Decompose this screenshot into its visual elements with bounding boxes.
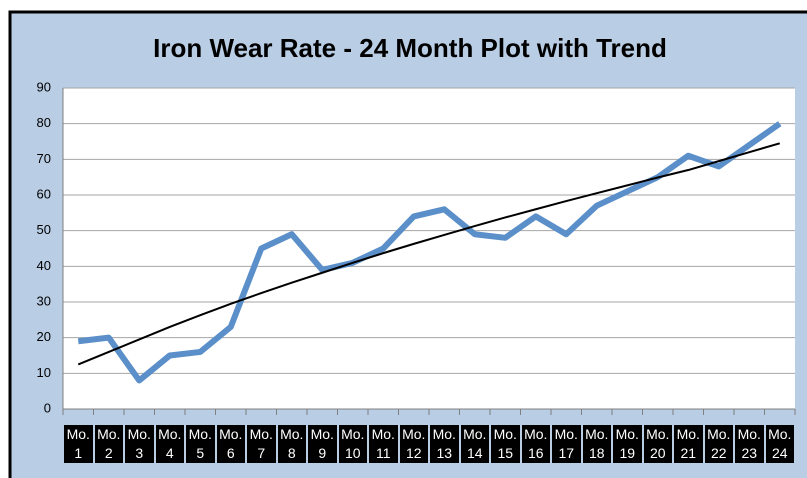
plot-area [63,88,795,409]
x-tick-label: Mo. 15 [491,425,520,463]
x-tick-label: Mo. 7 [247,425,276,463]
y-tick-label: 50 [37,222,51,237]
y-tick-label: 80 [37,115,51,130]
x-tick-label: Mo. 3 [125,425,154,463]
y-tick-label: 60 [37,186,51,201]
x-tick-label: Mo. 16 [521,425,550,463]
y-tick-label: 40 [37,258,51,273]
x-tick-label: Mo. 6 [216,425,245,463]
x-tick-label: Mo. 21 [674,425,703,463]
x-tick-label: Mo. 12 [399,425,428,463]
x-tick-label: Mo. 23 [735,425,764,463]
x-tick-label: Mo. 18 [582,425,611,463]
x-tick-label: Mo. 22 [704,425,733,463]
y-tick-label: 20 [37,329,51,344]
series-line [77,142,781,366]
y-tick-label: 70 [37,151,51,166]
x-tick-label: Mo. 5 [186,425,215,463]
x-tick-label: Mo. 20 [643,425,672,463]
y-tick-label: 0 [44,400,51,415]
x-tick-label: Mo. 24 [765,425,794,463]
x-tick-label: Mo. 9 [308,425,337,463]
x-tick-label: Mo. 13 [430,425,459,463]
x-tick-label: Mo. 1 [64,425,93,463]
x-tick-label: Mo. 4 [155,425,184,463]
x-tick-label: Mo. 8 [277,425,306,463]
x-tick-label: Mo. 19 [613,425,642,463]
chart-title: Iron Wear Rate - 24 Month Plot with Tren… [153,33,667,63]
x-tick-label: Mo. 11 [369,425,398,463]
x-tick-label: Mo. 10 [338,425,367,463]
x-tick-label: Mo. 17 [552,425,581,463]
y-tick-label: 90 [37,79,51,94]
y-tick-label: 30 [37,293,51,308]
x-tick-label: Mo. 14 [460,425,489,463]
y-tick-label: 10 [37,365,51,380]
x-tick-label: Mo. 2 [94,425,123,463]
series-line [77,121,782,384]
